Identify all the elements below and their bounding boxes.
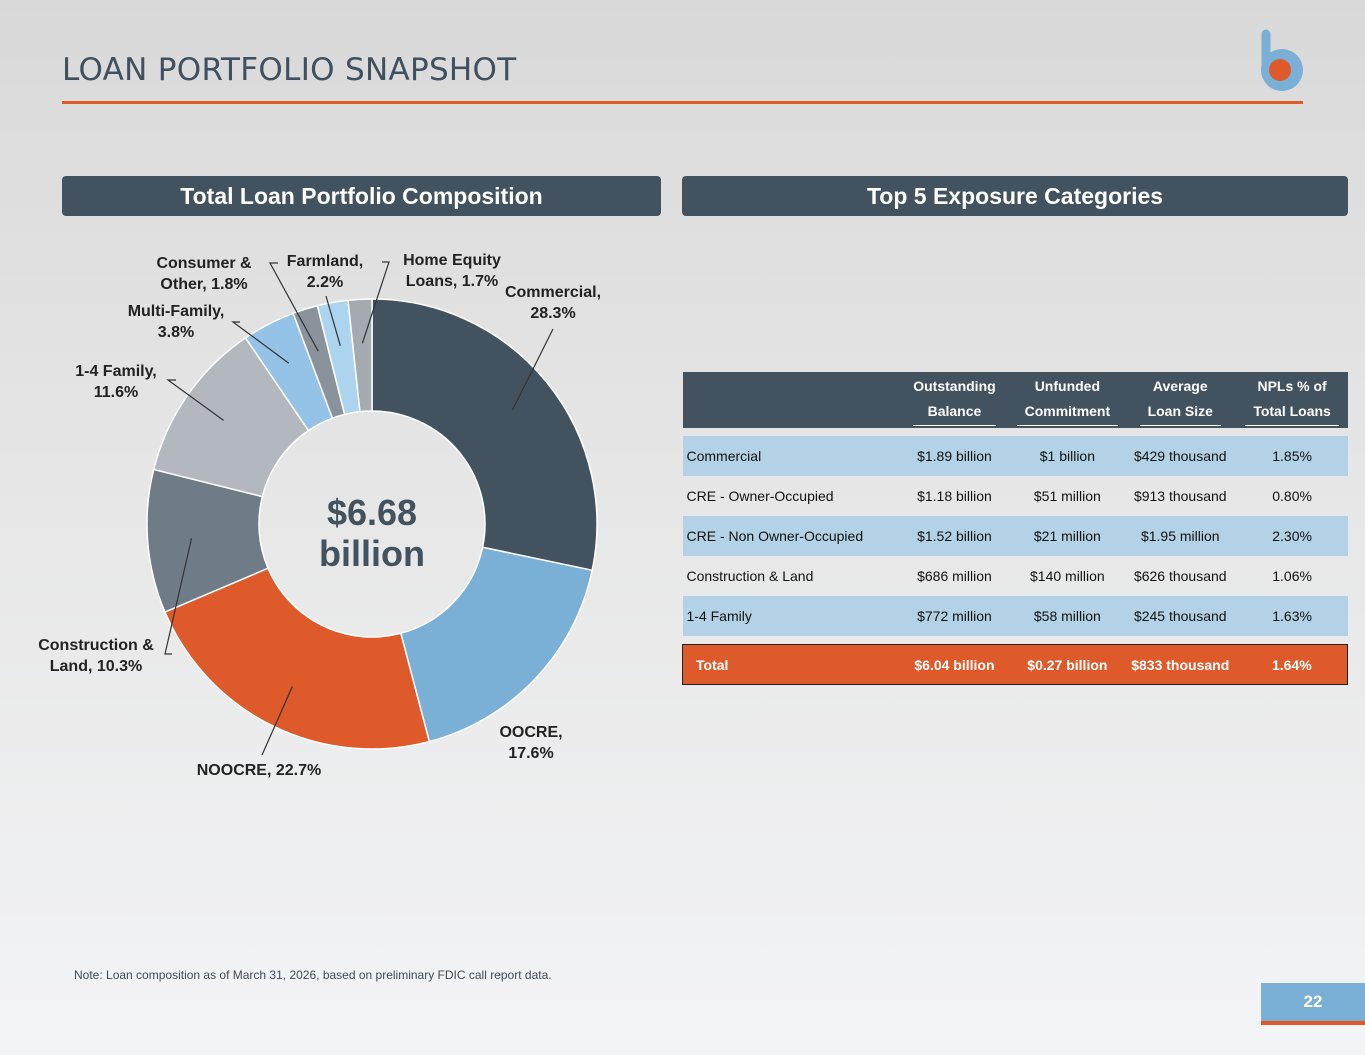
title-rule [62,101,1303,104]
table-row: 1-4 Family $772 million $58 million $245… [682,596,1348,636]
slice-label-commercial: Commercial, 28.3% [505,284,601,322]
exposure-table-header: Outstanding Balance Unfunded Commitment Av… [682,372,1348,428]
total-label: Total [682,644,899,685]
exposure-header: Top 5 Exposure Categories [682,176,1348,216]
leader-line [164,538,193,655]
slice-label-home-equity-loans: Home Equity Loans, 1.7% [403,252,501,290]
leader-line [231,321,290,364]
exposure-table: Outstanding Balance Unfunded Commitment Av… [682,372,1348,685]
total-unfunded: $0.27 billion [1010,644,1124,685]
donut-slice-noocre [163,567,431,750]
col-header-outstanding: Outstanding Balance [898,372,1011,428]
slice-label-oocre: OOCRE, 17.6% [499,724,562,762]
slice-label-consumer-other: Consumer & Other, 1.8% [156,255,252,293]
leader-line [166,379,224,421]
row-outstanding: $686 million [917,568,992,584]
slice-label-noocre: NOOCRE, 22.7% [197,762,321,779]
loan-composition-donut-chart: Commercial, 28.3% OOCRE, 17.6% NOOCRE, 22.7%… [38,252,601,779]
donut-slice-commercial [371,298,598,572]
composition-header: Total Loan Portfolio Composition [62,176,661,216]
slice-label-multi-family: Multi-Family, 3.8% [128,303,225,341]
row-npls: 0.80% [1272,488,1312,504]
center-label-amount: $6.68 [327,492,417,533]
row-average: $626 thousand [1133,568,1227,584]
row-category: CRE - Owner-Occupied [686,488,834,504]
leader-line [325,295,341,346]
row-npls: 1.63% [1236,596,1348,636]
row-category: 1-4 Family [682,596,899,636]
table-row: Construction & Land $686 million $140 mi… [683,556,1348,596]
row-unfunded: $140 million [1030,568,1105,584]
col-header-category [682,372,899,428]
center-label-unit: billion [319,533,425,574]
row-unfunded: $21 million [1010,516,1124,556]
row-unfunded: $58 million [1010,596,1124,636]
row-outstanding: $1.89 billion [898,436,1011,476]
col-header-npls: NPLs % of Total Loans [1236,372,1348,428]
table-row: CRE - Owner-Occupied $1.18 billion $51 m… [683,476,1348,516]
row-outstanding: $1.18 billion [917,488,992,504]
row-average: $913 thousand [1133,488,1227,504]
row-category: CRE - Non Owner-Occupied [682,516,899,556]
col-header-average: Average Loan Size [1123,372,1237,428]
row-unfunded: $51 million [1033,488,1101,504]
row-average: $1.95 million [1123,516,1237,556]
page-title: LOAN PORTFOLIO SNAPSHOT [62,52,517,88]
donut-slice-oocre [399,546,594,743]
table-total-row: Total $6.04 billion $0.27 billion $833 t… [682,644,1348,685]
company-logo [1261,29,1303,91]
row-outstanding: $1.52 billion [898,516,1011,556]
row-npls: 1.85% [1236,436,1348,476]
donut-slice-home-equity-loans [347,298,373,413]
slice-label-farmland: Farmland, 2.2% [287,253,363,291]
leader-line [261,686,293,756]
table-row: Commercial $1.89 billion $1 billion $429… [682,436,1348,476]
row-npls: 1.06% [1272,568,1312,584]
row-outstanding: $772 million [898,596,1011,636]
total-outstanding: $6.04 billion [898,644,1011,685]
row-npls: 2.30% [1236,516,1348,556]
col-header-unfunded: Unfunded Commitment [1010,372,1124,428]
leader-line [512,328,554,411]
footnote: Note: Loan composition as of March 31, 2… [74,968,552,982]
leader-line [268,262,319,352]
row-category: Commercial [682,436,899,476]
row-average: $245 thousand [1123,596,1237,636]
row-unfunded: $1 billion [1010,436,1124,476]
slice-label-construction-land: Construction & Land, 10.3% [38,637,154,675]
leader-line [361,261,390,344]
row-category: Construction & Land [686,568,814,584]
total-average: $833 thousand [1123,644,1237,685]
slice-label-1-4-family: 1-4 Family, 11.6% [75,363,157,401]
page-number: 22 [1261,983,1365,1025]
table-row: CRE - Non Owner-Occupied $1.52 billion $… [682,516,1348,556]
row-average: $429 thousand [1123,436,1237,476]
total-npls: 1.64% [1236,644,1348,685]
